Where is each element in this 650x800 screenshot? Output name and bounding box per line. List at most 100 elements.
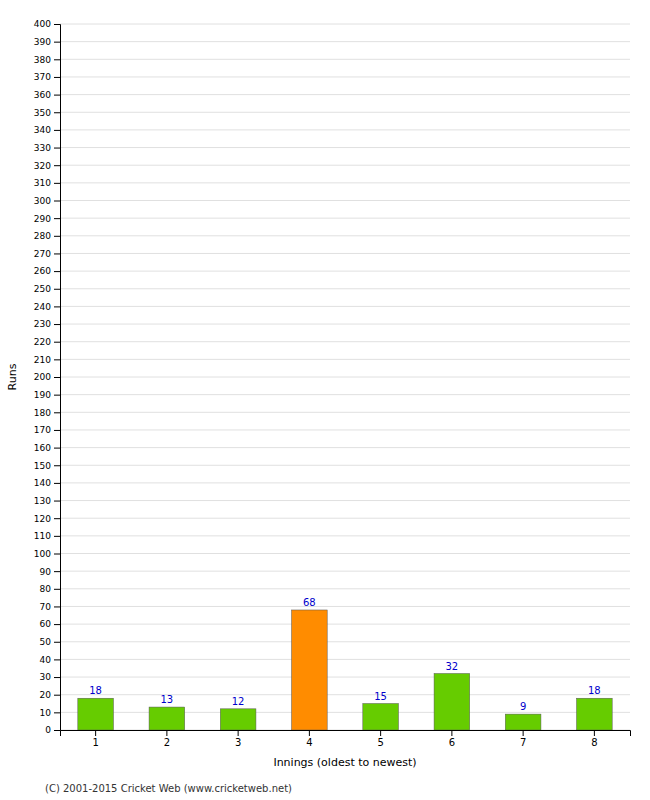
y-tick-mark [54,130,60,131]
x-tick: 1 [92,730,98,748]
y-tick-label: 340 [34,125,51,135]
y-tick: 110 [34,531,60,541]
y-tick-mark [54,306,60,307]
y-tick: 290 [34,214,60,224]
y-tick-mark [54,430,60,431]
y-tick-label: 380 [34,55,51,65]
plot: 0102030405060708090100110120130140150160… [34,19,631,748]
y-tick-mark [54,324,60,325]
grid-line [60,518,630,519]
y-tick-label: 110 [34,531,51,541]
grid-line [60,76,630,77]
grid-line [60,377,630,378]
y-tick: 170 [34,425,60,435]
y-tick-label: 350 [34,108,51,118]
y-tick-label: 120 [34,514,51,524]
y-tick-mark [54,218,60,219]
data-label: 13 [161,694,174,705]
y-tick: 390 [34,37,60,47]
y-tick: 150 [34,461,60,471]
y-tick-label: 160 [34,443,51,453]
grid-line [60,165,630,166]
y-tick: 400 [34,19,60,29]
bar [505,714,541,730]
y-tick-label: 390 [34,37,51,47]
y-tick: 250 [34,284,60,294]
grid-line [60,288,630,289]
y-tick-mark [54,712,60,713]
bar [577,698,613,730]
y-tick: 30 [40,672,60,682]
y-tick: 40 [40,655,60,665]
x-tick: 4 [306,730,312,748]
y-axis-title: Runs [6,363,19,390]
y-axis-line [54,25,61,731]
grid-line [60,429,630,430]
x-tick-label: 7 [520,737,526,748]
data-label: 32 [446,661,459,672]
y-tick-mark [54,24,60,25]
y-tick: 320 [34,161,60,171]
y-tick: 370 [34,72,60,82]
bar [220,709,256,730]
y-tick-mark [54,412,60,413]
x-tick-label: 8 [591,737,597,748]
y-tick-label: 140 [34,478,51,488]
y-tick-label: 10 [40,708,52,718]
grid-line [60,112,630,113]
x-tick-mark [523,730,524,736]
x-tick-mark [309,730,310,736]
y-tick-mark [54,77,60,78]
chart-container: 0102030405060708090100110120130140150160… [0,0,650,800]
y-tick-label: 210 [34,355,51,365]
x-axis-line [61,731,631,737]
y-tick-mark [54,730,60,731]
y-tick: 90 [40,567,60,577]
y-tick-mark [54,536,60,537]
y-tick-label: 400 [34,19,51,29]
y-tick-label: 50 [40,637,52,647]
y-tick-mark [54,642,60,643]
y-tick-label: 90 [40,567,52,577]
grid-line [60,253,630,254]
y-tick-label: 190 [34,390,51,400]
grid-line [60,200,630,201]
y-tick: 180 [34,408,60,418]
y-tick: 0 [45,725,60,735]
y-tick: 220 [34,337,60,347]
y-tick: 140 [34,478,60,488]
grid-line [60,218,630,219]
y-tick: 100 [34,549,60,559]
data-label: 15 [374,691,387,702]
y-tick-label: 150 [34,461,51,471]
data-labels: 181312681532918 [89,597,600,712]
x-tick-label: 2 [164,737,170,748]
grid-line [60,394,630,395]
y-tick-mark [54,201,60,202]
y-tick-mark [54,165,60,166]
y-tick: 60 [40,619,60,629]
grid-line [60,465,630,466]
data-label: 18 [89,685,102,696]
x-tick-label: 4 [306,737,312,748]
y-tick-mark [54,695,60,696]
grid-line [60,571,630,572]
x-tick: 2 [164,730,170,748]
y-tick: 300 [34,196,60,206]
x-tick-mark [451,730,452,736]
x-tick-mark [238,730,239,736]
y-tick-label: 80 [40,584,52,594]
y-tick-mark [54,448,60,449]
x-tick: 8 [591,730,597,748]
bar [149,707,185,730]
grid-line [60,677,630,678]
grid-line [60,588,630,589]
x-tick-label: 5 [377,737,383,748]
y-tick-mark [54,183,60,184]
y-tick: 330 [34,143,60,153]
y-tick: 20 [40,690,60,700]
y-tick-mark [54,253,60,254]
y-tick: 270 [34,249,60,259]
y-tick-label: 280 [34,231,51,241]
y-tick-label: 220 [34,337,51,347]
